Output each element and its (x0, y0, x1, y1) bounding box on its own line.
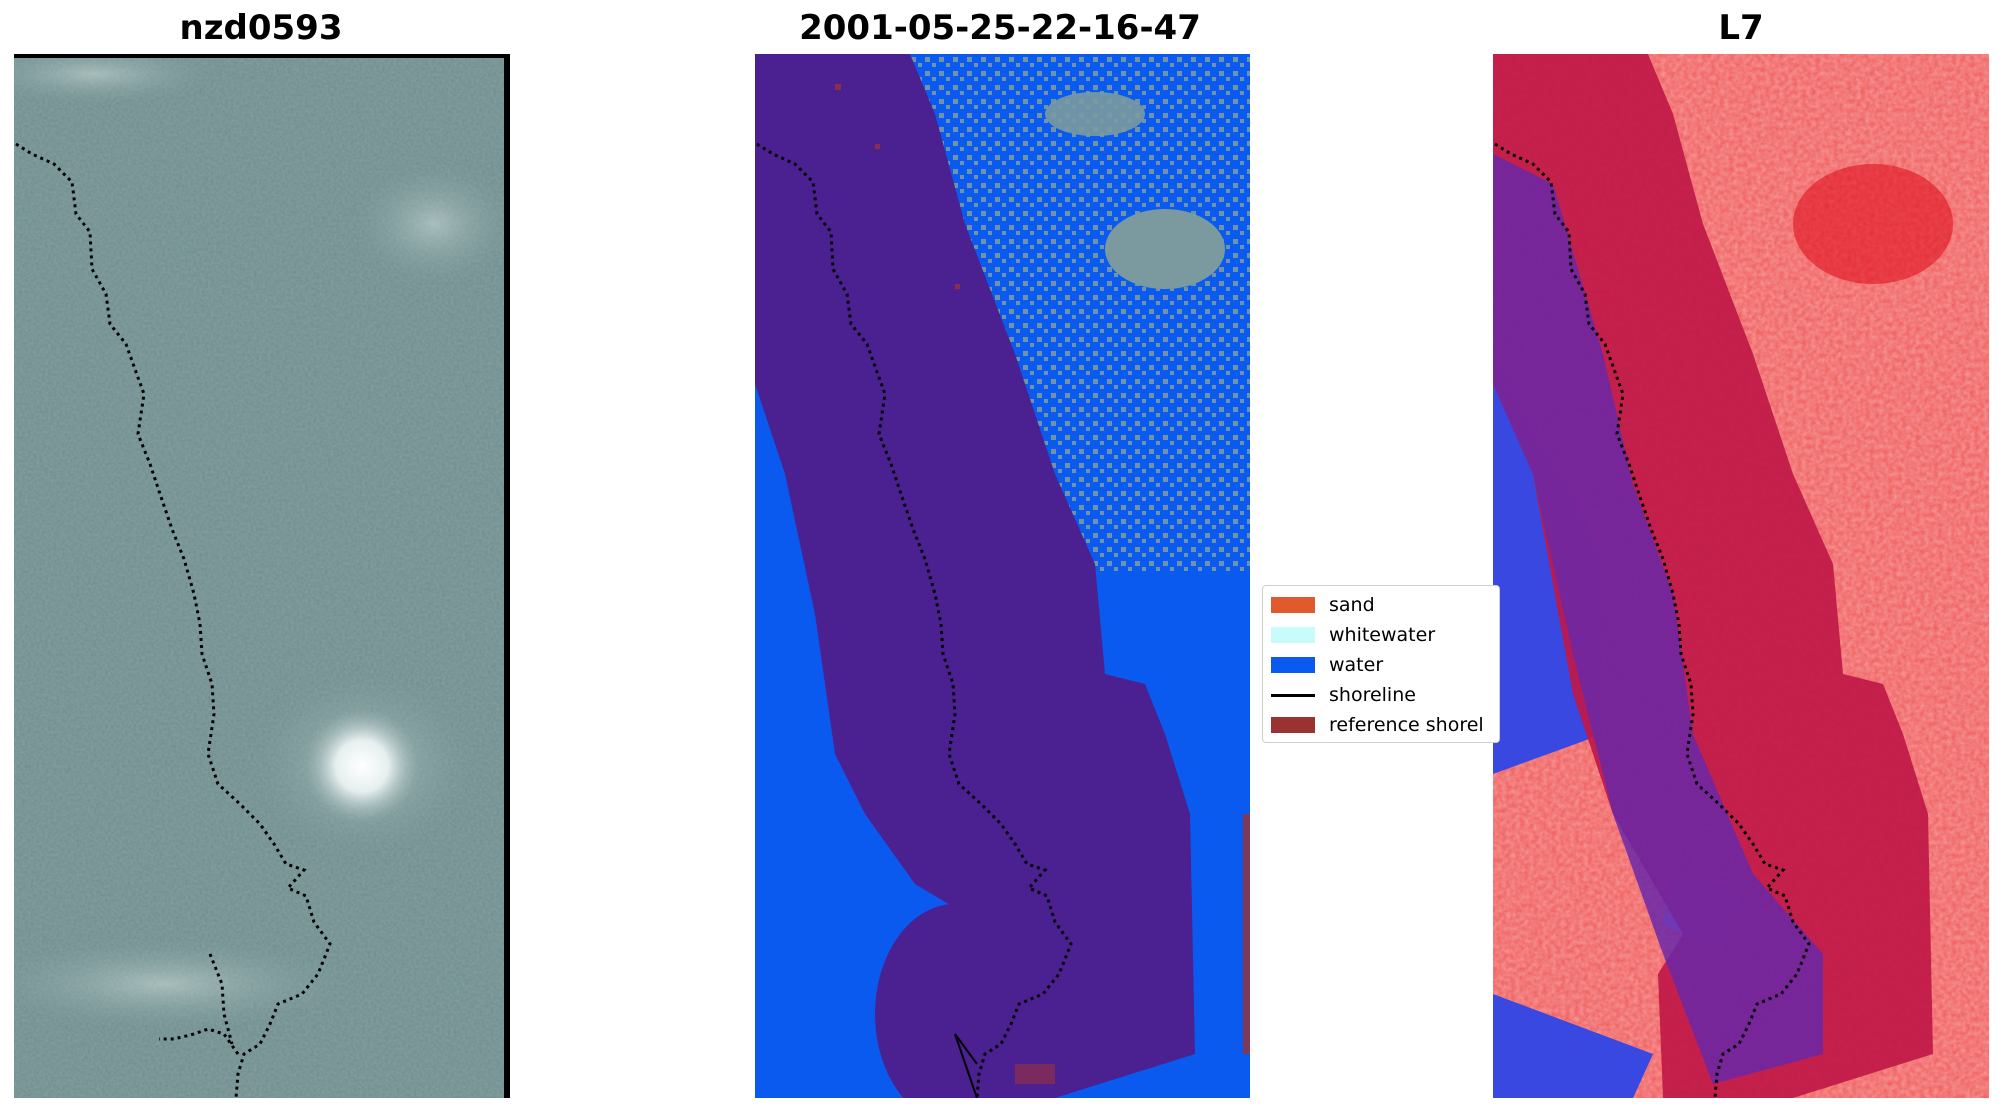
index-panel (1493, 54, 1989, 1098)
classification-image (755, 54, 1250, 1098)
left-panel-title: nzd0593 (179, 8, 343, 48)
legend-item-whitewater: whitewater (1271, 622, 1435, 648)
legend-item-shoreline: shoreline (1271, 682, 1416, 708)
shoreline-right (1494, 142, 1811, 1098)
legend-swatch-water (1271, 657, 1315, 673)
legend-swatch-shoreline (1271, 693, 1315, 697)
legend-item-water: water (1271, 652, 1383, 678)
legend-label-reference-shoreline: reference shorel (1329, 714, 1484, 736)
shoreline-middle (756, 142, 1073, 1098)
legend-label-sand: sand (1329, 594, 1375, 616)
right-panel-title: L7 (1718, 8, 1764, 48)
legend: sand whitewater water shoreline referenc… (1262, 585, 1500, 743)
rgb-image-panel (14, 54, 510, 1098)
legend-swatch-whitewater (1271, 627, 1315, 643)
legend-item-reference-shoreline: reference shorel (1271, 712, 1484, 738)
shoreline-left (15, 142, 332, 1098)
index-image (1493, 54, 1989, 1098)
legend-item-sand: sand (1271, 592, 1375, 618)
legend-label-whitewater: whitewater (1329, 624, 1436, 646)
rgb-image (14, 54, 510, 1098)
legend-swatch-reference-shoreline (1271, 717, 1315, 733)
legend-label-water: water (1329, 654, 1384, 676)
middle-panel-title: 2001-05-25-22-16-47 (799, 8, 1201, 48)
legend-swatch-sand (1271, 597, 1315, 613)
legend-label-shoreline: shoreline (1329, 684, 1416, 706)
classification-panel (755, 54, 1250, 1098)
